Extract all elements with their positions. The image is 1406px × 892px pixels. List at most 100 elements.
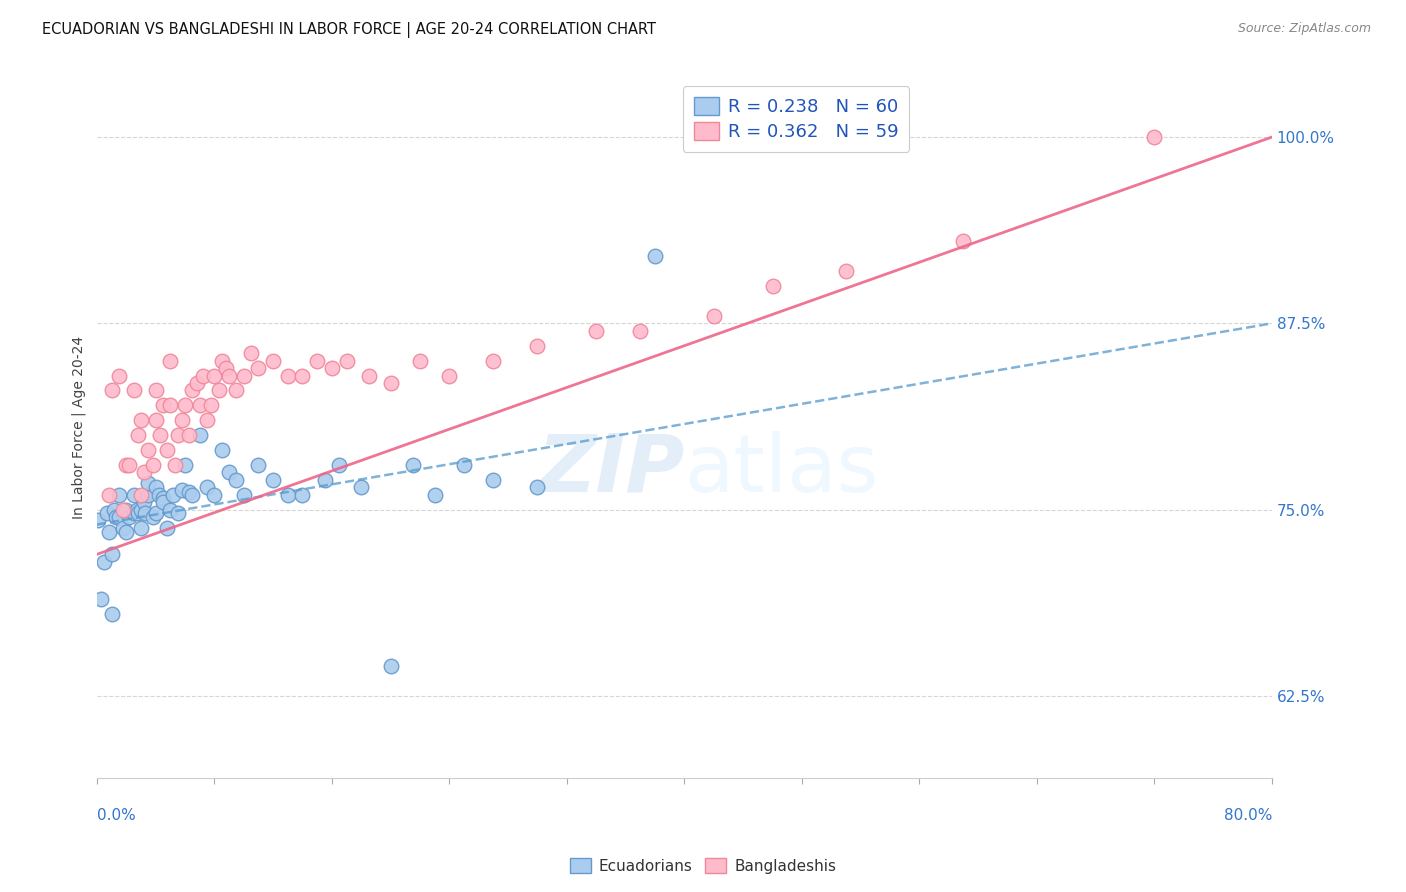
Point — [585, 324, 607, 338]
Point — [328, 458, 350, 472]
Point — [115, 524, 138, 539]
Point — [186, 376, 208, 390]
Point — [129, 520, 152, 534]
Point — [100, 384, 122, 398]
Point — [122, 384, 145, 398]
Point — [188, 428, 211, 442]
Point — [202, 488, 225, 502]
Point — [108, 368, 131, 383]
Point — [262, 473, 284, 487]
Point — [145, 506, 167, 520]
Point — [174, 398, 197, 412]
Point — [159, 502, 181, 516]
Point — [136, 475, 159, 490]
Point — [188, 398, 211, 412]
Legend: R = 0.238   N = 60, R = 0.362   N = 59: R = 0.238 N = 60, R = 0.362 N = 59 — [683, 87, 910, 152]
Point — [159, 398, 181, 412]
Point — [482, 353, 505, 368]
Point — [380, 659, 402, 673]
Text: 0.0%: 0.0% — [97, 808, 135, 823]
Point — [132, 495, 155, 509]
Point — [156, 520, 179, 534]
Point — [240, 346, 263, 360]
Point — [423, 488, 446, 502]
Point — [149, 428, 172, 442]
Point — [112, 520, 135, 534]
Point — [97, 488, 120, 502]
Point — [200, 398, 222, 412]
Text: ECUADORIAN VS BANGLADESHI IN LABOR FORCE | AGE 20-24 CORRELATION CHART: ECUADORIAN VS BANGLADESHI IN LABOR FORCE… — [42, 22, 657, 38]
Point — [148, 488, 170, 502]
Point — [409, 353, 432, 368]
Point — [174, 458, 197, 472]
Point — [166, 506, 188, 520]
Point — [129, 502, 152, 516]
Point — [247, 458, 270, 472]
Point — [129, 488, 152, 502]
Point — [108, 510, 131, 524]
Point — [181, 488, 204, 502]
Point — [159, 353, 181, 368]
Point — [218, 368, 240, 383]
Point — [136, 443, 159, 458]
Point — [401, 458, 423, 472]
Point — [90, 592, 112, 607]
Point — [145, 413, 167, 427]
Point — [453, 458, 475, 472]
Point — [703, 309, 725, 323]
Point — [100, 547, 122, 561]
Point — [118, 510, 141, 524]
Point — [163, 458, 186, 472]
Point — [136, 488, 159, 502]
Point — [380, 376, 402, 390]
Text: atlas: atlas — [685, 431, 879, 508]
Point — [225, 473, 247, 487]
Point — [125, 502, 148, 516]
Point — [152, 491, 174, 505]
Point — [211, 353, 233, 368]
Point — [225, 384, 247, 398]
Point — [195, 480, 218, 494]
Point — [439, 368, 461, 383]
Point — [96, 506, 118, 520]
Point — [104, 510, 127, 524]
Point — [208, 384, 231, 398]
Point — [127, 428, 149, 442]
Point — [129, 413, 152, 427]
Point — [526, 339, 548, 353]
Point — [314, 473, 336, 487]
Point — [526, 480, 548, 494]
Text: 80.0%: 80.0% — [1223, 808, 1272, 823]
Point — [232, 488, 254, 502]
Point — [644, 249, 666, 263]
Point — [835, 264, 858, 278]
Point — [482, 473, 505, 487]
Point — [103, 502, 125, 516]
Point — [115, 458, 138, 472]
Point — [335, 353, 357, 368]
Point — [100, 607, 122, 621]
Point — [191, 368, 214, 383]
Point — [761, 279, 783, 293]
Point — [166, 428, 188, 442]
Point — [291, 488, 314, 502]
Point — [152, 495, 174, 509]
Point — [162, 488, 184, 502]
Point — [87, 513, 110, 527]
Point — [952, 235, 974, 249]
Point — [122, 488, 145, 502]
Point — [93, 555, 115, 569]
Point — [211, 443, 233, 458]
Text: ZIP: ZIP — [537, 431, 685, 508]
Point — [156, 443, 179, 458]
Point — [357, 368, 380, 383]
Point — [321, 361, 343, 376]
Point — [152, 398, 174, 412]
Point — [202, 368, 225, 383]
Point — [307, 353, 329, 368]
Point — [108, 488, 131, 502]
Point — [122, 506, 145, 520]
Point — [195, 413, 218, 427]
Point — [232, 368, 254, 383]
Point — [145, 480, 167, 494]
